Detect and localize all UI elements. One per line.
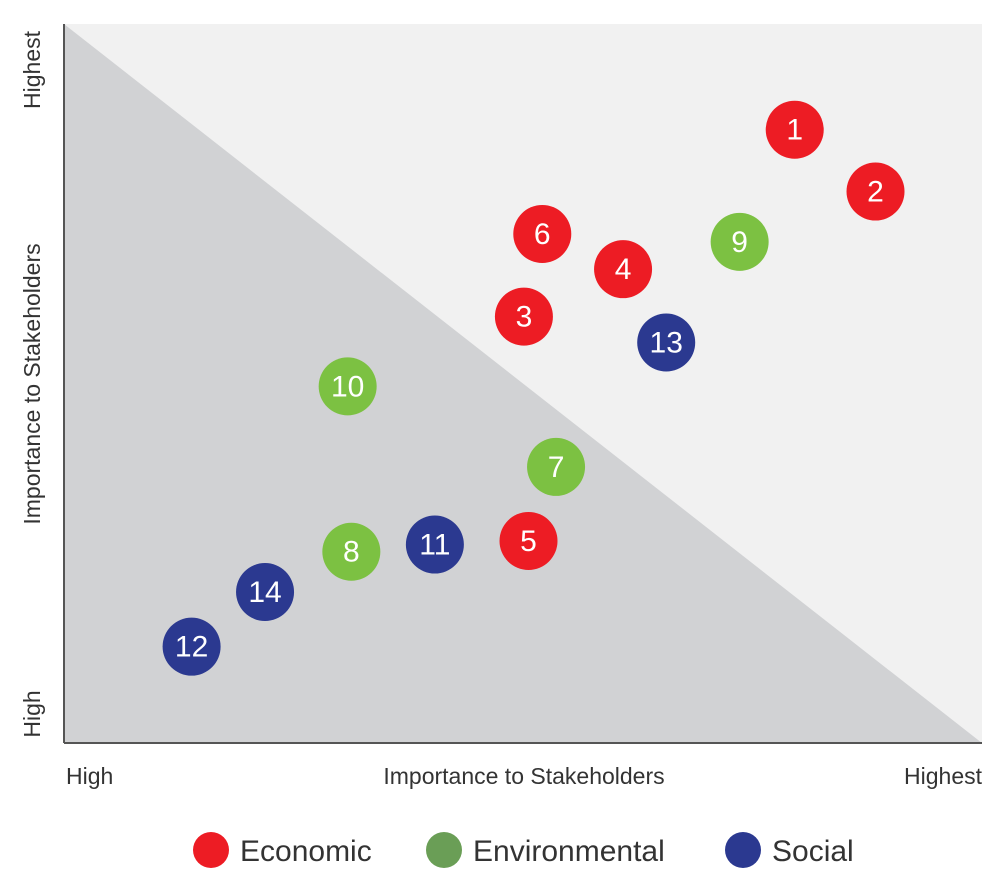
data-point-label-2: 2: [867, 176, 884, 209]
data-point-label-14: 14: [248, 576, 281, 609]
legend-swatch-social: [725, 832, 761, 868]
data-point-marker-3: [494, 287, 553, 346]
legend-label-social: Social: [772, 835, 854, 868]
y-axis-high-label: High: [19, 690, 45, 737]
data-point-label-4: 4: [615, 253, 632, 286]
data-point-marker-10: [318, 357, 377, 416]
legend-item-social: Social: [725, 832, 854, 868]
data-point-label-3: 3: [516, 301, 533, 334]
data-point-1: 1: [765, 100, 824, 159]
data-point-2: 2: [846, 162, 905, 221]
data-point-label-6: 6: [534, 218, 551, 251]
data-point-9: 9: [710, 212, 769, 271]
legend-item-economic: Economic: [193, 832, 372, 868]
data-point-marker-7: [527, 437, 586, 496]
data-point-10: 10: [318, 357, 377, 416]
data-point-13: 13: [637, 313, 696, 372]
data-point-8: 8: [322, 522, 381, 581]
data-point-label-9: 9: [731, 226, 748, 259]
legend-swatch-economic: [193, 832, 229, 868]
x-axis-title: Importance to Stakeholders: [383, 763, 664, 789]
legend-swatch-environmental: [426, 832, 462, 868]
data-point-12: 12: [162, 617, 221, 676]
data-point-marker-4: [594, 240, 653, 299]
legend-label-environmental: Environmental: [473, 835, 665, 868]
lower-left-triangle-region: [64, 24, 982, 743]
data-point-label-13: 13: [650, 327, 683, 360]
data-point-marker-1: [765, 100, 824, 159]
data-point-7: 7: [527, 437, 586, 496]
data-point-marker-14: [236, 563, 295, 622]
data-point-marker-11: [405, 515, 464, 574]
x-axis-high-label: High: [66, 763, 113, 789]
data-point-marker-8: [322, 522, 381, 581]
data-point-label-8: 8: [343, 536, 360, 569]
data-point-11: 11: [405, 515, 464, 574]
data-point-label-11: 11: [419, 529, 450, 562]
data-point-marker-9: [710, 212, 769, 271]
y-axis-highest-label: Highest: [19, 30, 45, 109]
data-point-marker-6: [513, 204, 572, 263]
legend-label-economic: Economic: [240, 835, 372, 868]
data-point-14: 14: [236, 563, 295, 622]
data-point-3: 3: [494, 287, 553, 346]
data-point-marker-2: [846, 162, 905, 221]
data-point-5: 5: [499, 511, 558, 570]
x-axis-highest-label: Highest: [904, 763, 983, 789]
data-point-4: 4: [594, 240, 653, 299]
y-axis-title: Importance to Stakeholders: [19, 243, 45, 524]
data-point-marker-12: [162, 617, 221, 676]
legend: Economic Environmental Social: [193, 832, 854, 868]
data-point-6: 6: [513, 204, 572, 263]
data-point-marker-13: [637, 313, 696, 372]
data-point-label-12: 12: [175, 631, 208, 664]
data-point-label-5: 5: [520, 525, 537, 558]
data-point-label-1: 1: [786, 114, 803, 147]
data-point-label-7: 7: [548, 451, 565, 484]
data-point-marker-5: [499, 511, 558, 570]
data-point-label-10: 10: [331, 370, 364, 403]
legend-item-environmental: Environmental: [426, 832, 665, 868]
